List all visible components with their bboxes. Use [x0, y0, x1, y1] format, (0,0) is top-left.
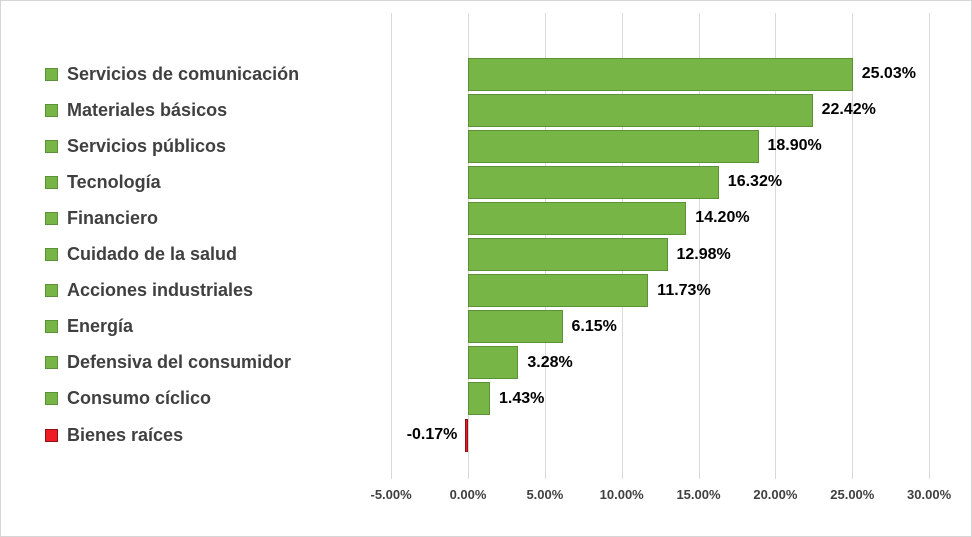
legend-marker-icon	[45, 67, 58, 81]
legend-marker-icon	[45, 356, 58, 370]
category-label: Servicios públicos	[45, 133, 226, 159]
category-label-text: Tecnología	[67, 171, 161, 192]
legend-marker-icon	[45, 284, 58, 298]
bar	[465, 418, 468, 452]
category-label-text: Servicios públicos	[67, 135, 227, 156]
value-label: 14.20%	[695, 209, 750, 227]
category-label-text: Defensiva del consumidor	[67, 352, 292, 373]
bar	[468, 165, 719, 199]
bar	[468, 274, 649, 308]
bar	[468, 238, 668, 271]
category-label: Bienes raíces	[45, 422, 183, 448]
bar	[468, 201, 687, 235]
category-label-text: Bienes raíces	[67, 424, 184, 445]
category-label-text: Servicios de comunicación	[67, 63, 300, 84]
value-label: 22.42%	[821, 101, 876, 119]
bar	[468, 57, 853, 91]
gridline	[775, 13, 777, 479]
category-label-text: Materiales básicos	[67, 99, 228, 120]
category-label: Consumo cíclico	[45, 386, 211, 412]
value-label: 3.28%	[527, 353, 573, 371]
value-label: 25.03%	[861, 65, 916, 82]
bar	[468, 93, 813, 127]
legend-marker-icon	[45, 103, 58, 117]
category-label-text: Cuidado de la salud	[67, 244, 238, 264]
value-label: 18.90%	[767, 137, 822, 155]
x-tick-label: 10.00%	[599, 487, 644, 502]
value-label: 6.15%	[571, 317, 617, 335]
value-label: 16.32%	[727, 173, 783, 191]
legend-marker-icon	[45, 320, 58, 334]
category-label: Cuidado de la salud	[45, 242, 237, 268]
legend-marker-icon	[45, 139, 58, 153]
value-label: 12.98%	[676, 245, 731, 263]
legend-marker-icon	[45, 211, 58, 225]
category-label: Tecnología	[45, 169, 161, 195]
bar	[468, 346, 519, 380]
category-label: Materiales básicos	[45, 97, 227, 123]
bar	[468, 310, 563, 344]
gridline	[391, 13, 393, 479]
legend-marker-icon	[45, 392, 58, 406]
value-label: 1.43%	[499, 389, 545, 407]
x-tick-label: 15.00%	[676, 487, 721, 502]
bar	[468, 382, 490, 416]
x-tick-label: 20.00%	[753, 487, 798, 502]
gridline	[929, 13, 931, 479]
category-label: Servicios de comunicación	[45, 61, 299, 87]
legend-marker-icon	[45, 428, 58, 442]
category-label: Acciones industriales	[45, 278, 253, 304]
legend-marker-icon	[45, 248, 58, 261]
value-label: 11.73%	[657, 281, 711, 299]
category-label: Defensiva del consumidor	[45, 350, 291, 376]
category-label-text: Financiero	[67, 207, 159, 228]
gridline	[852, 13, 854, 479]
category-label: Energía	[45, 314, 133, 340]
category-label-text: Consumo cíclico	[67, 388, 212, 409]
value-label: -0.17%	[406, 426, 458, 443]
x-tick-label: 0.00%	[449, 487, 487, 502]
x-tick-label: 5.00%	[526, 487, 564, 502]
bar	[468, 129, 759, 163]
category-label-text: Energía	[67, 316, 134, 337]
gridline	[698, 13, 700, 479]
category-label-text: Acciones industriales	[67, 280, 254, 301]
x-tick-label: -5.00%	[370, 487, 412, 502]
x-tick-label: 25.00%	[830, 487, 875, 502]
x-tick-label: 30.00%	[907, 487, 952, 502]
category-label: Financiero	[45, 205, 158, 231]
legend-marker-icon	[45, 175, 58, 189]
